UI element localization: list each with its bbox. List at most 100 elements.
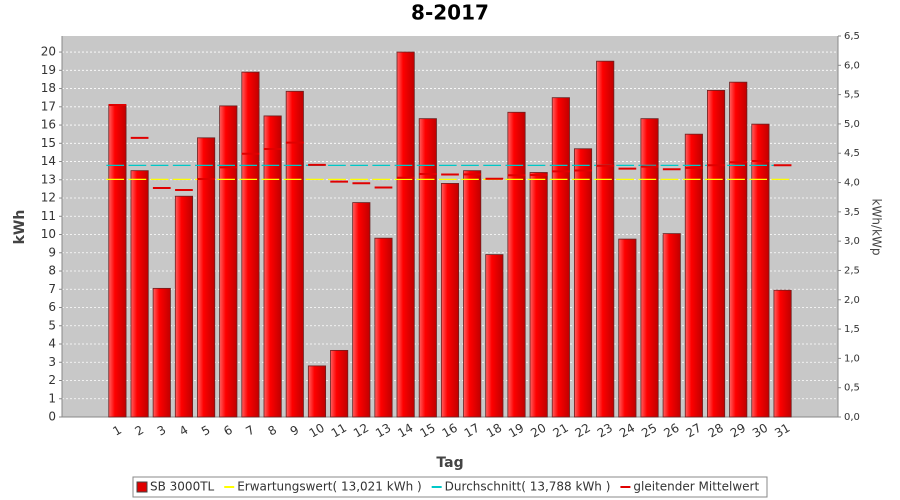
y-tick-label: 4 bbox=[48, 337, 56, 351]
bar bbox=[263, 115, 282, 418]
legend-label: gleitender Mittelwert bbox=[633, 480, 759, 494]
y-tick-label: 11 bbox=[41, 209, 56, 223]
bar bbox=[485, 254, 504, 418]
x-tick-label: 20 bbox=[528, 421, 548, 441]
bar bbox=[707, 89, 726, 418]
y-tick-label: 20 bbox=[41, 45, 56, 59]
x-tick-label: 3 bbox=[155, 423, 169, 439]
x-tick-label: 14 bbox=[395, 421, 415, 441]
x-tick-label: 9 bbox=[288, 423, 302, 439]
bar bbox=[197, 137, 216, 418]
x-tick-label: 26 bbox=[661, 421, 681, 441]
bar bbox=[374, 237, 393, 418]
x-tick-label: 18 bbox=[484, 421, 504, 441]
y2-tick-label: 3,5 bbox=[844, 207, 860, 218]
y2-tick-label: 5,0 bbox=[844, 119, 860, 130]
bar bbox=[130, 170, 149, 418]
y2-tick-label: 1,5 bbox=[844, 324, 860, 335]
y2-tick-label: 0,5 bbox=[844, 383, 860, 394]
bar bbox=[152, 287, 171, 418]
x-tick-label: 2 bbox=[133, 423, 147, 439]
x-tick-label: 15 bbox=[417, 421, 437, 441]
y-tick-label: 2 bbox=[48, 373, 56, 387]
y-tick-label: 17 bbox=[41, 99, 56, 113]
legend-label: SB 3000TL bbox=[150, 480, 215, 494]
x-tick-label: 11 bbox=[329, 421, 349, 441]
x-tick-label: 22 bbox=[573, 421, 593, 441]
x-tick-label: 29 bbox=[728, 421, 748, 441]
x-tick-label: 27 bbox=[684, 421, 704, 441]
x-tick-label: 5 bbox=[199, 423, 213, 439]
x-tick-label: 13 bbox=[373, 421, 393, 441]
y2-tick-label: 2,5 bbox=[844, 265, 860, 276]
x-tick-label: 16 bbox=[440, 421, 460, 441]
bar bbox=[596, 60, 615, 418]
bar bbox=[108, 104, 127, 418]
y-tick-label: 15 bbox=[41, 136, 56, 150]
x-tick-label: 19 bbox=[506, 421, 526, 441]
x-tick-label: 10 bbox=[307, 421, 327, 441]
legend-swatch bbox=[136, 481, 148, 493]
legend-label: Durchschnitt( 13,788 kWh ) bbox=[445, 480, 611, 494]
y-tick-label: 3 bbox=[48, 355, 56, 369]
x-tick-label: 7 bbox=[243, 423, 257, 439]
y2-tick-label: 4,0 bbox=[844, 178, 860, 189]
y-tick-label: 14 bbox=[41, 154, 56, 168]
bar bbox=[751, 123, 770, 418]
bar bbox=[684, 133, 703, 418]
x-tick-label: 17 bbox=[462, 421, 482, 441]
y2-axis-label: kWh/kWp bbox=[870, 199, 884, 256]
chart-title: 8-2017 bbox=[411, 1, 489, 25]
y2-tick-label: 4,5 bbox=[844, 148, 860, 159]
x-tick-label: 21 bbox=[550, 421, 570, 441]
y2-tick-label: 6,0 bbox=[844, 60, 860, 71]
bar bbox=[573, 148, 593, 418]
bar bbox=[352, 202, 371, 418]
bar bbox=[285, 90, 304, 418]
y-tick-label: 9 bbox=[48, 245, 56, 259]
x-tick-label: 1 bbox=[110, 423, 124, 439]
x-tick-label: 30 bbox=[750, 421, 770, 441]
bar bbox=[330, 349, 349, 418]
bar bbox=[396, 51, 415, 418]
y-tick-label: 13 bbox=[41, 172, 56, 186]
y-tick-label: 19 bbox=[41, 63, 56, 77]
y-tick-label: 7 bbox=[48, 282, 56, 296]
y2-tick-label: 1,0 bbox=[844, 353, 860, 364]
legend-label: Erwartungswert( 13,021 kWh ) bbox=[237, 480, 421, 494]
y-tick-label: 8 bbox=[48, 264, 56, 278]
bar bbox=[463, 170, 482, 418]
y2-tick-label: 0,0 bbox=[844, 412, 860, 423]
y-tick-label: 6 bbox=[48, 300, 56, 314]
bar bbox=[174, 195, 193, 418]
y-tick-label: 5 bbox=[48, 318, 56, 332]
legend bbox=[132, 476, 768, 498]
y-tick-label: 18 bbox=[41, 81, 56, 95]
y2-tick-label: 2,0 bbox=[844, 295, 860, 306]
bar bbox=[640, 118, 659, 418]
x-tick-label: 28 bbox=[706, 421, 726, 441]
bar bbox=[618, 238, 637, 418]
bar bbox=[507, 111, 526, 418]
x-tick-label: 12 bbox=[351, 421, 371, 441]
x-axis-label: Tag bbox=[436, 455, 463, 471]
x-tick-label: 8 bbox=[266, 423, 280, 439]
x-tick-label: 24 bbox=[617, 421, 637, 441]
bar bbox=[529, 172, 548, 418]
bar bbox=[241, 71, 260, 418]
bar bbox=[551, 97, 570, 418]
x-tick-label: 25 bbox=[639, 421, 659, 441]
x-tick-label: 23 bbox=[595, 421, 615, 441]
y-tick-label: 12 bbox=[41, 191, 56, 205]
bar bbox=[440, 183, 460, 418]
y2-tick-label: 6,5 bbox=[844, 31, 860, 42]
bar bbox=[307, 365, 327, 418]
bar bbox=[662, 233, 681, 418]
y-tick-label: 10 bbox=[41, 227, 56, 241]
y-tick-label: 0 bbox=[48, 410, 56, 424]
y-tick-label: 1 bbox=[48, 391, 56, 405]
x-tick-label: 4 bbox=[177, 423, 191, 439]
x-tick-label: 31 bbox=[772, 421, 792, 441]
x-tick-label: 6 bbox=[221, 423, 235, 439]
